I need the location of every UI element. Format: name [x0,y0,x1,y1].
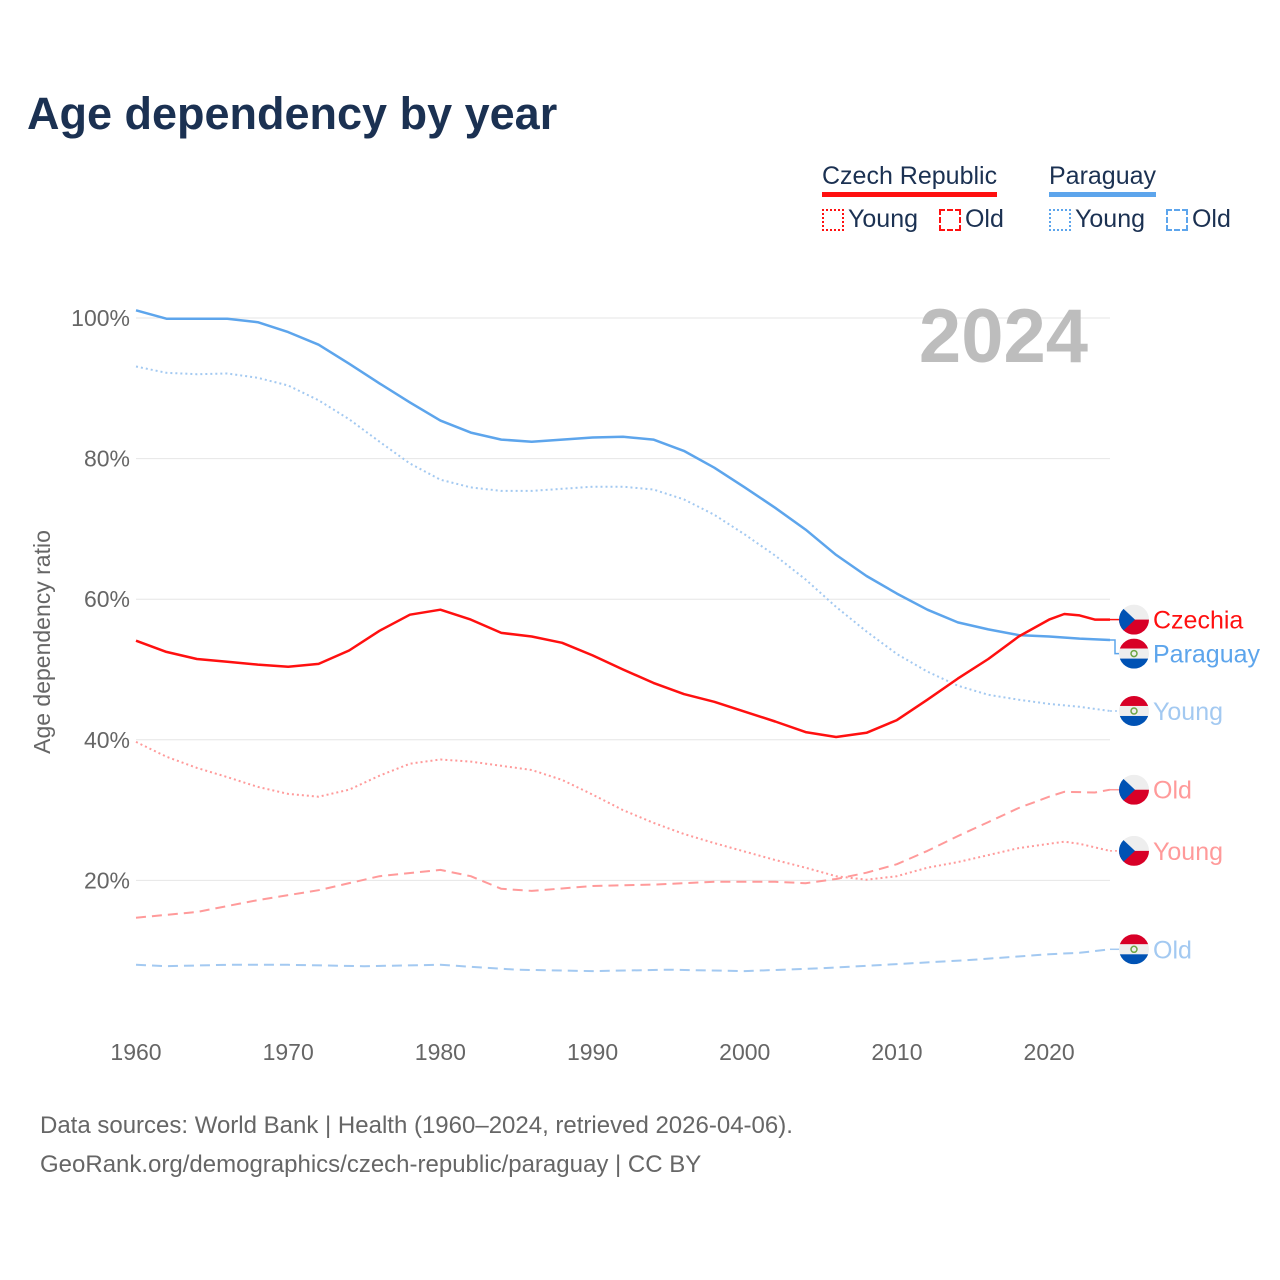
attribution-text: GeoRank.org/demographics/czech-republic/… [40,1151,702,1178]
y-tick-label: 100% [71,305,130,331]
flag-stripe [1119,648,1149,659]
flag-stripe [1119,705,1149,716]
footer: Data sources: World Bank | Health (1960–… [40,1106,793,1184]
y-tick-label: 60% [84,586,130,612]
label-connector [1110,639,1122,655]
flag-triangle [1119,604,1135,635]
legend-item-czech-young: Young [822,205,918,234]
legend-item-label: Old [964,205,1004,233]
legend-item-label: Young [1075,205,1145,233]
flag-fill [1119,835,1149,866]
flag-fill [1119,695,1149,726]
legend-item-paraguay-young: Young [1049,205,1145,234]
flag-emblem [1130,945,1138,954]
czechia-flag-icon [1119,835,1149,866]
series-line-paraguay [135,309,1111,642]
flag-fill [1119,638,1149,669]
flag-fill [1119,604,1149,635]
dashed-swatch-icon [938,208,961,231]
legend-item-czech-old: Old [938,205,1004,234]
dotted-swatch-icon [1049,208,1071,231]
flag-stripe [1119,715,1149,726]
flag-fill [1119,774,1149,805]
end-label: Paraguay [1153,641,1261,669]
end-label: Old [1153,936,1192,964]
flag-stripe [1119,934,1149,945]
paraguay-flag-icon [1119,934,1149,965]
x-tick-label: 1980 [415,1039,466,1065]
legend-item-label: Old [1191,205,1231,233]
series-line-czechia-old [135,788,1111,919]
end-label: Young [1153,698,1223,726]
flag-stripe [1119,954,1149,965]
x-tick-label: 2000 [719,1039,770,1065]
legend-item-label: Young [848,205,918,233]
flag-emblem [1130,707,1138,715]
flag-stripe [1119,944,1149,955]
year-watermark: 2024 [919,294,1088,379]
czechia-flag-icon [1119,774,1149,805]
x-tick-label: 2010 [871,1039,922,1065]
x-tick-label: 2020 [1024,1039,1075,1065]
flag-triangle [1119,774,1135,805]
flag-stripe [1119,695,1149,706]
flag-emblem [1130,649,1138,658]
flag-stripe [1119,638,1149,649]
x-tick-label: 1990 [567,1039,618,1065]
paraguay-flag-icon [1119,695,1149,726]
flag-stripe [1119,658,1149,669]
legend-label-czech-republic: Czech Republic [822,162,998,197]
dotted-swatch-icon [822,208,844,231]
paraguay-flag-icon [1119,638,1149,669]
flag-fill [1119,934,1149,965]
series-line-czechia [135,608,1110,739]
chart-title: Age dependency by year [27,88,558,139]
series-line-paraguay-young [135,365,1111,712]
data-source-text: Data sources: World Bank | Health (1960–… [40,1112,793,1139]
legend-czech-republic: Czech Republic Young Old [822,162,1018,238]
czechia-flag-icon [1119,604,1149,635]
series-line-czechia-young [135,741,1111,881]
y-axis-label: Age dependency ratio [29,530,55,754]
y-tick-label: 40% [84,727,130,753]
legend-label-paraguay: Paraguay [1049,162,1157,197]
y-tick-label: 20% [84,867,130,893]
x-tick-label: 1960 [110,1039,161,1065]
end-label: Czechia [1153,607,1243,635]
end-label: Old [1153,777,1192,805]
x-tick-label: 1970 [263,1039,314,1065]
flag-triangle [1119,835,1135,866]
legend-item-paraguay-old: Old [1165,205,1231,234]
y-tick-label: 80% [84,446,130,472]
dashed-swatch-icon [1165,208,1188,231]
series-line-paraguay-old [135,948,1111,973]
end-label: Young [1153,838,1223,866]
legend-paraguay: Paraguay Young Old [1049,162,1245,238]
